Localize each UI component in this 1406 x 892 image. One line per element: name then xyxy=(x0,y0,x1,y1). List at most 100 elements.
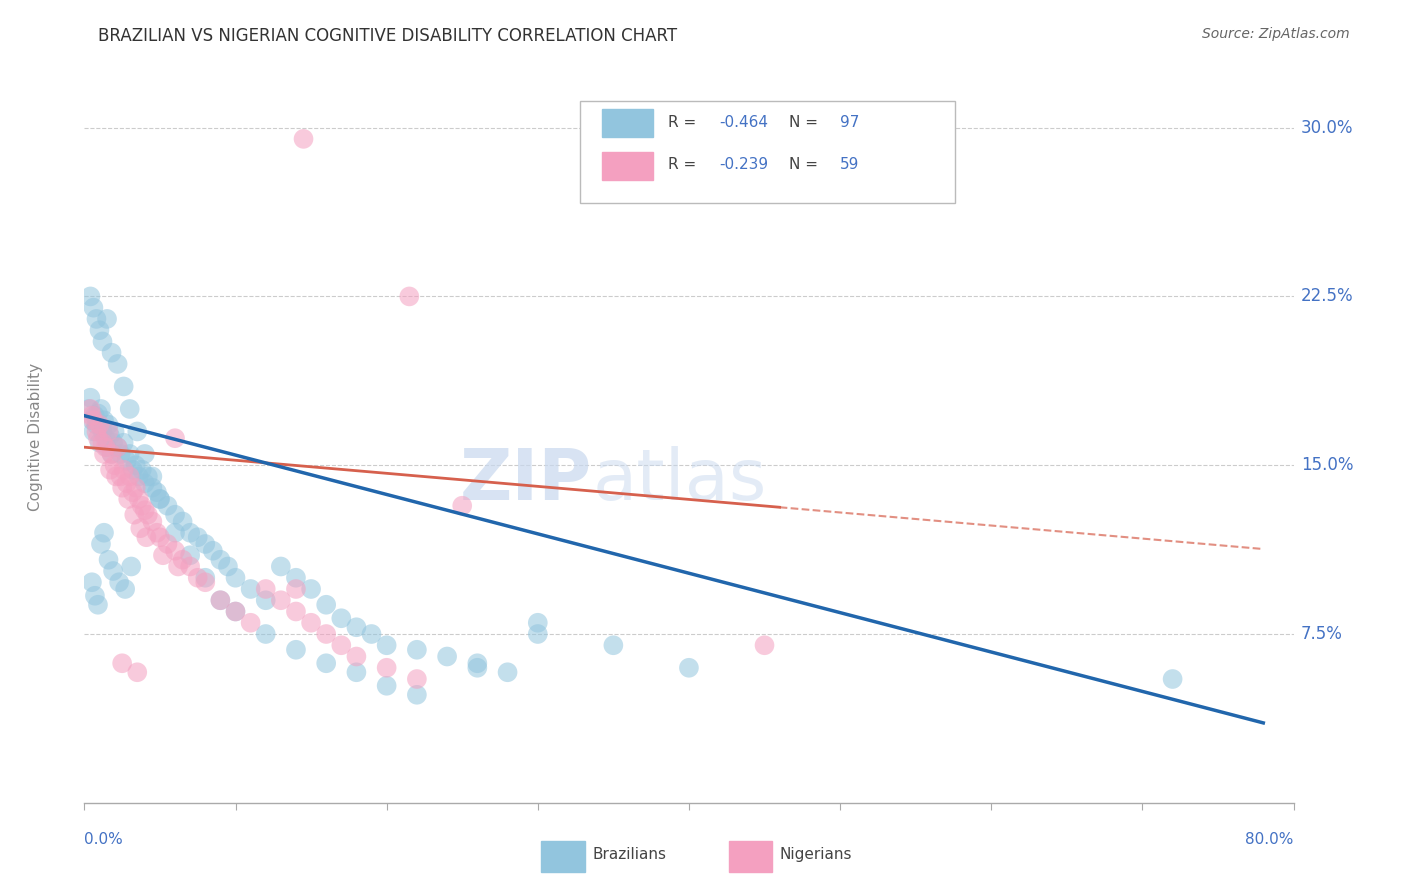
Point xyxy=(209,593,232,607)
Point xyxy=(127,665,149,680)
Point xyxy=(209,553,232,567)
Point xyxy=(94,440,117,454)
Point xyxy=(112,463,135,477)
Point xyxy=(112,379,135,393)
Point xyxy=(131,499,153,513)
Text: N =: N = xyxy=(789,115,823,130)
Point xyxy=(101,435,124,450)
Text: 30.0%: 30.0% xyxy=(1301,119,1354,136)
Point xyxy=(156,499,179,513)
Text: ZIP: ZIP xyxy=(460,447,592,516)
Point xyxy=(346,665,368,680)
Point xyxy=(406,672,429,686)
Point xyxy=(91,435,114,450)
Point xyxy=(105,469,128,483)
Text: 0.0%: 0.0% xyxy=(84,832,124,847)
Point xyxy=(86,425,108,439)
Text: R =: R = xyxy=(668,158,702,172)
Point xyxy=(141,515,163,529)
Point xyxy=(225,605,247,619)
Point xyxy=(122,508,145,522)
Point xyxy=(111,481,134,495)
Text: atlas: atlas xyxy=(592,447,766,516)
Point xyxy=(346,620,368,634)
Point xyxy=(96,440,118,454)
FancyBboxPatch shape xyxy=(602,152,652,179)
Point xyxy=(299,615,322,630)
Point xyxy=(107,440,129,454)
Text: 22.5%: 22.5% xyxy=(1301,287,1354,305)
Point xyxy=(112,435,135,450)
Point xyxy=(165,525,187,540)
Point xyxy=(100,345,122,359)
Point xyxy=(134,447,156,461)
Point xyxy=(330,611,353,625)
Point xyxy=(270,593,292,607)
Point xyxy=(79,289,101,303)
Point xyxy=(98,429,121,443)
Point xyxy=(89,323,111,337)
Text: Source: ZipAtlas.com: Source: ZipAtlas.com xyxy=(1202,27,1350,41)
Point xyxy=(128,469,150,483)
Point xyxy=(285,571,308,585)
Point xyxy=(375,679,398,693)
Point xyxy=(121,485,143,500)
FancyBboxPatch shape xyxy=(602,110,652,137)
Point xyxy=(89,435,111,450)
Point xyxy=(100,447,122,461)
Point xyxy=(167,559,190,574)
Point xyxy=(209,593,232,607)
Point xyxy=(82,425,104,439)
Point xyxy=(346,649,368,664)
Point xyxy=(406,688,429,702)
Point xyxy=(375,638,398,652)
Point xyxy=(149,491,172,506)
Point xyxy=(165,431,187,445)
Point xyxy=(678,661,700,675)
Point xyxy=(225,571,247,585)
Point xyxy=(194,537,217,551)
Point xyxy=(239,615,262,630)
Point xyxy=(187,530,209,544)
Point xyxy=(285,642,308,657)
Point xyxy=(172,515,194,529)
Point xyxy=(91,334,114,349)
Point xyxy=(136,469,159,483)
Point xyxy=(97,553,120,567)
Point xyxy=(527,627,550,641)
Point xyxy=(136,508,159,522)
Point xyxy=(84,589,107,603)
Point xyxy=(125,481,148,495)
Point xyxy=(80,413,103,427)
Point xyxy=(156,537,179,551)
Point xyxy=(315,598,337,612)
FancyBboxPatch shape xyxy=(581,101,955,203)
Point xyxy=(111,657,134,671)
Point xyxy=(118,447,141,461)
Point xyxy=(94,431,117,445)
Text: Brazilians: Brazilians xyxy=(592,847,666,862)
Point xyxy=(1161,672,1184,686)
Point xyxy=(87,598,110,612)
Point xyxy=(131,463,153,477)
Point xyxy=(101,564,124,578)
Point xyxy=(97,425,120,439)
Point xyxy=(77,401,100,416)
Point xyxy=(90,537,112,551)
Point xyxy=(93,413,115,427)
Text: 97: 97 xyxy=(841,115,859,130)
Point xyxy=(375,661,398,675)
Point xyxy=(134,503,156,517)
Point xyxy=(225,605,247,619)
Point xyxy=(118,469,141,483)
Point xyxy=(114,582,136,596)
Text: R =: R = xyxy=(668,115,702,130)
Point xyxy=(187,571,209,585)
Point xyxy=(107,357,129,371)
Point xyxy=(128,491,150,506)
Point xyxy=(217,559,239,574)
Point xyxy=(146,485,169,500)
Point xyxy=(179,525,201,540)
Point xyxy=(135,530,157,544)
Point xyxy=(165,508,187,522)
